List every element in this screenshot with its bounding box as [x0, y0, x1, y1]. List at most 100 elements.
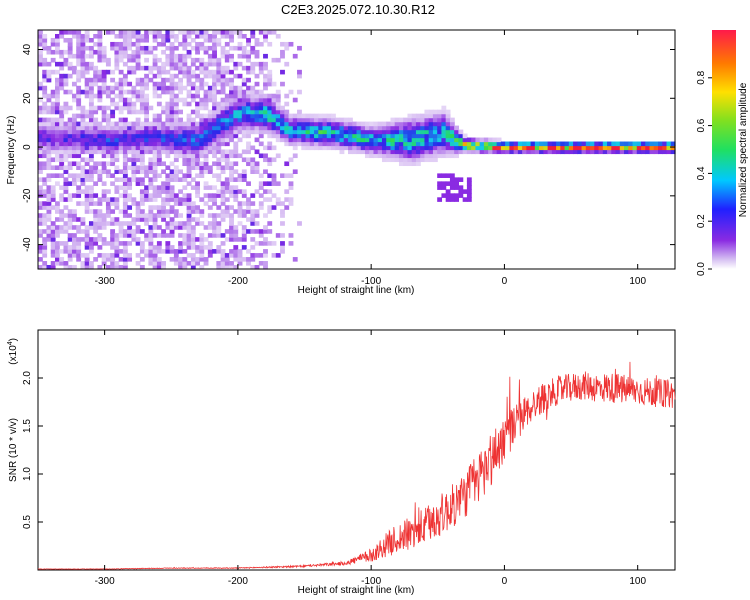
- spectrogram-cell: [122, 137, 128, 143]
- spectrogram-cell: [203, 133, 209, 139]
- spectrogram-cell: [195, 89, 200, 95]
- spectrogram-cell: [59, 30, 65, 35]
- spectrogram-cell: [195, 109, 200, 115]
- spectrogram-cell: [127, 257, 133, 262]
- spectrogram-cell: [127, 197, 133, 202]
- spectrogram-cell: [118, 77, 124, 83]
- spectrogram-cell: [165, 105, 171, 111]
- spectrogram-cell: [118, 257, 124, 262]
- spectrogram-cell: [50, 225, 56, 230]
- spectrogram-cell: [59, 137, 65, 143]
- spectrogram-cell: [246, 141, 251, 147]
- spectrogram-cell: [551, 141, 557, 147]
- spectrogram-cell: [250, 105, 256, 111]
- spectrogram-cell: [619, 149, 625, 155]
- spectrogram-cell: [122, 121, 128, 127]
- spectrogram-cell: [63, 77, 69, 83]
- spectrogram-cell: [348, 121, 353, 127]
- spectrogram-cell: [46, 165, 52, 171]
- spectrogram-cell: [203, 49, 209, 55]
- colorbar-tick-label: 0.2: [696, 214, 707, 228]
- spectrogram-cell: [139, 257, 145, 262]
- spectrogram-cell: [237, 61, 243, 67]
- spectrogram-cell: [229, 30, 234, 35]
- spectrogram-cell: [246, 37, 251, 43]
- spectrogram-cell: [352, 133, 358, 139]
- spectrogram-cell: [152, 57, 158, 63]
- spectrogram-cell: [309, 125, 315, 131]
- spectrogram-cell: [203, 225, 209, 230]
- spectrogram-cell: [135, 89, 141, 95]
- spectrogram-cell: [148, 217, 154, 222]
- spectrogram-cell: [161, 261, 166, 266]
- spectrogram-cell: [224, 205, 230, 210]
- spectrogram-cell: [101, 253, 107, 258]
- spectrogram-cell: [169, 137, 175, 143]
- spectrogram-cell: [59, 225, 65, 230]
- spectrogram-cell: [54, 109, 60, 115]
- spectrogram-cell: [394, 149, 400, 155]
- spectrogram-cell: [76, 49, 82, 55]
- spectrogram-cell: [152, 137, 158, 143]
- spectrogram-cell: [233, 161, 239, 167]
- spectrogram-cell: [216, 165, 222, 171]
- spectrogram-cell: [156, 205, 162, 210]
- spectrogram-cell: [135, 117, 141, 123]
- spectrogram-cell: [233, 141, 239, 147]
- spectrogram-cell: [156, 117, 162, 123]
- spectrogram-cell: [50, 57, 56, 63]
- spectrogram-cell: [233, 117, 239, 123]
- spectrogram-cell: [131, 33, 137, 39]
- spectrogram-cell: [624, 141, 629, 147]
- spectrogram-cell: [59, 173, 65, 178]
- spectrogram-cell: [445, 113, 451, 119]
- spectrogram-cell: [186, 77, 192, 83]
- spectrogram-cell: [42, 237, 48, 242]
- spectrogram-cell: [458, 177, 464, 182]
- spectrogram-cell: [670, 145, 676, 151]
- spectrogram-cell: [38, 161, 43, 167]
- spectrogram-cell: [250, 33, 256, 39]
- spectrogram-cell: [275, 253, 281, 258]
- spectrogram-cell: [220, 129, 226, 135]
- spectrogram-cell: [152, 145, 158, 151]
- spectrogram-cell: [114, 81, 120, 87]
- spectrogram-cell: [148, 257, 154, 262]
- spectrogram-cell: [59, 65, 65, 71]
- spectrogram-cell: [144, 93, 150, 99]
- spectrogram-cell: [148, 105, 154, 111]
- spectrogram-cell: [432, 153, 438, 159]
- spectrogram-cell: [607, 145, 612, 151]
- spectrogram-cell: [42, 145, 48, 151]
- spectrogram-cell: [139, 129, 145, 135]
- spectrogram-cell: [335, 141, 341, 147]
- spectrogram-cell: [135, 49, 141, 55]
- spectrogram-cell: [139, 241, 145, 246]
- spectrogram-cell: [178, 221, 183, 226]
- spectrogram-cell: [114, 141, 120, 147]
- spectrogram-cell: [331, 137, 336, 143]
- spectrogram-cell: [152, 257, 158, 262]
- spectrogram-cell: [46, 193, 52, 198]
- spectrogram-cell: [76, 105, 82, 111]
- spectrogram-cell: [229, 265, 234, 270]
- spectrogram-cell: [148, 45, 154, 51]
- spectrogram-cell: [415, 149, 421, 155]
- spectrogram-cell: [59, 49, 65, 55]
- spectrogram-cell: [97, 53, 103, 59]
- spectrogram-cell: [437, 181, 443, 186]
- spectrogram-cell: [144, 45, 150, 51]
- spectrogram-cell: [250, 129, 256, 135]
- spectrogram-cell: [292, 129, 298, 135]
- spectrogram-cell: [373, 149, 379, 155]
- spectrogram-cell: [258, 241, 264, 246]
- spectrogram-cell: [186, 117, 192, 123]
- spectrogram-cell: [139, 89, 145, 95]
- spectrogram-cell: [190, 253, 196, 258]
- spectrogram-y-tick-label: 40: [22, 44, 33, 56]
- spectrogram-cell: [76, 37, 82, 43]
- spectrogram-cell: [292, 133, 298, 139]
- spectrogram-cell: [220, 117, 226, 123]
- spectrogram-cell: [432, 113, 438, 119]
- spectrogram-cell: [152, 253, 158, 258]
